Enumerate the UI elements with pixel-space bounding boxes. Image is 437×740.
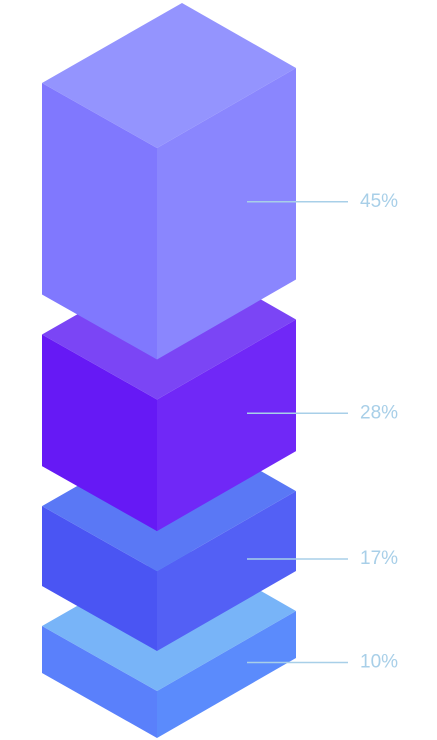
block-left-face: [42, 626, 157, 738]
block-top-face: [42, 3, 296, 148]
value-label: 17%: [360, 548, 398, 569]
block-left-face: [42, 334, 157, 532]
value-label: 10%: [360, 652, 398, 673]
block-right-face: [157, 68, 296, 360]
block-right-face: [157, 319, 296, 532]
value-label: 45%: [360, 191, 398, 212]
value-label: 28%: [360, 402, 398, 423]
block-right-face: [157, 491, 296, 651]
block-left-face: [42, 83, 157, 360]
block-left-face: [42, 506, 157, 651]
block-right-face: [157, 611, 296, 738]
